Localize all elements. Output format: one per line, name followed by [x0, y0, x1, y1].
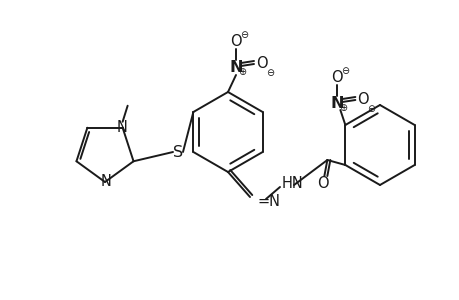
Text: N: N: [116, 120, 127, 135]
Text: O: O: [331, 70, 342, 85]
Text: N: N: [229, 59, 242, 74]
Text: ⊕: ⊕: [237, 67, 246, 77]
Text: O: O: [357, 92, 369, 106]
Text: HN: HN: [281, 176, 303, 190]
Text: N: N: [101, 173, 111, 188]
Text: ⊖: ⊖: [240, 30, 247, 40]
Text: ⊖: ⊖: [366, 104, 375, 114]
Text: O: O: [317, 176, 329, 191]
Text: O: O: [256, 56, 267, 70]
Text: =N: =N: [257, 194, 280, 209]
Text: N: N: [330, 95, 343, 110]
Text: O: O: [230, 34, 241, 49]
Text: ⊖: ⊖: [341, 66, 349, 76]
Text: ⊖: ⊖: [265, 68, 274, 78]
Text: ⊕: ⊕: [339, 103, 347, 113]
Text: S: S: [173, 145, 183, 160]
